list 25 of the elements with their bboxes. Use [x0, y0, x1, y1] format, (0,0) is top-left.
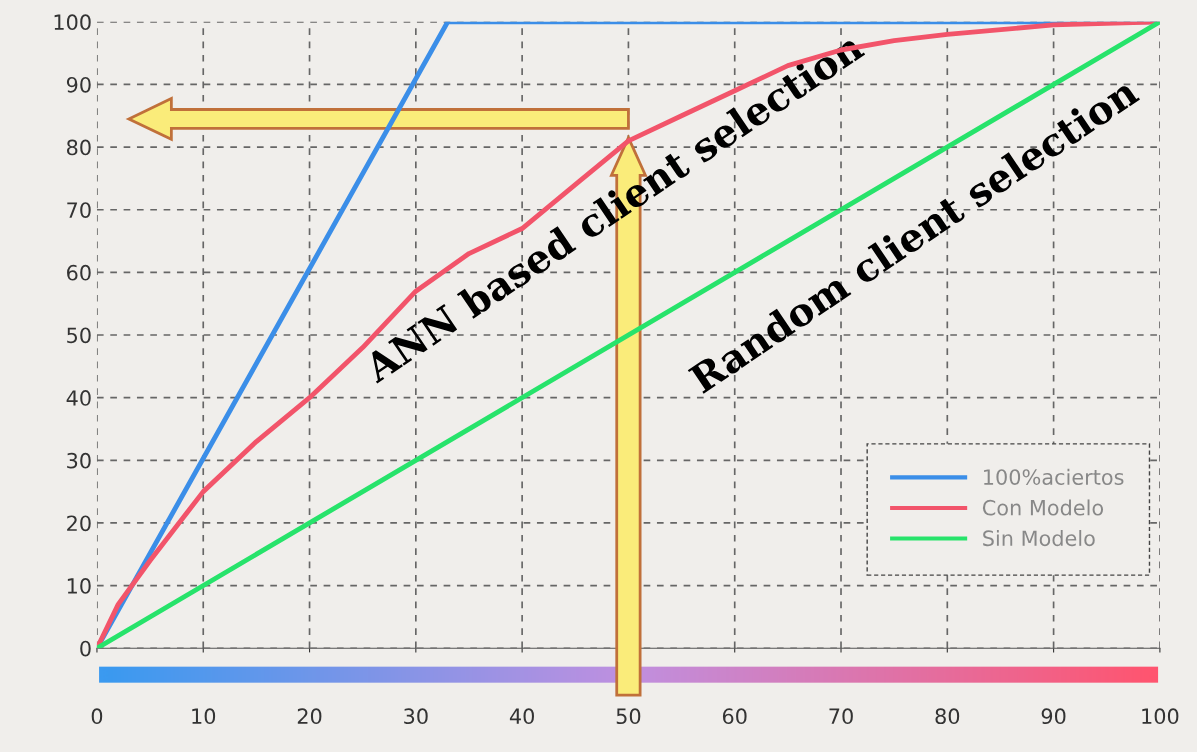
x-tick-label: 80	[935, 708, 960, 725]
x-tick-label: 50	[616, 708, 641, 725]
legend-label: Con Modelo	[982, 499, 1104, 516]
x-tick-label: 0	[91, 708, 103, 725]
x-tick-label: 40	[509, 708, 534, 725]
y-tick-label: 10	[67, 578, 91, 594]
y-tick-label: 40	[66, 390, 91, 406]
x-tick-label: 20	[297, 708, 322, 725]
x-tick-label: 70	[829, 708, 853, 725]
y-tick-label: 80	[67, 139, 91, 156]
y-tick-label: 70	[67, 202, 91, 218]
y-tick-label: 20	[67, 515, 91, 532]
legend-label: 100%aciertos	[984, 468, 1124, 485]
x-tick-label: 60	[722, 708, 747, 725]
y-tick-label: 100	[54, 14, 91, 31]
y-tick-label: 90	[66, 76, 91, 93]
legend-label: Sin Modelo	[983, 530, 1095, 547]
x-tick-label: 100	[1142, 708, 1179, 725]
x-tick-label: 90	[1041, 708, 1066, 725]
y-tick-label: 60	[67, 264, 91, 281]
y-tick-label: 30	[67, 452, 91, 469]
y-tick-label: 50	[67, 327, 91, 344]
x-tick-label: 30	[404, 708, 428, 725]
x-tick-label: 10	[192, 708, 216, 725]
y-tick-label: 0	[80, 640, 91, 657]
